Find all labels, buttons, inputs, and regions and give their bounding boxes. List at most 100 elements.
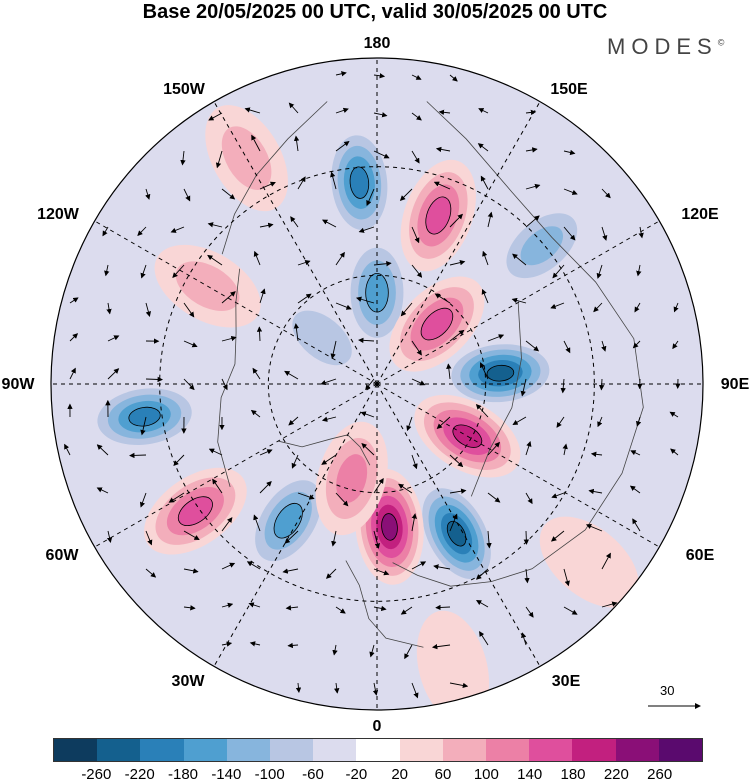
wind-arrow xyxy=(172,264,185,279)
wind-arrow xyxy=(486,530,492,549)
wind-arrow xyxy=(597,416,603,428)
wind-arrow xyxy=(585,523,603,532)
wind-arrow xyxy=(560,378,566,394)
wind-arrow xyxy=(411,340,422,356)
wind-arrow xyxy=(334,682,340,694)
polar-map xyxy=(50,57,704,711)
wind-arrow xyxy=(69,367,76,380)
wind-arrow xyxy=(107,335,120,342)
longitude-label: 30W xyxy=(171,673,205,690)
wind-arrow xyxy=(438,109,451,116)
wind-arrow xyxy=(449,488,467,494)
wind-arrow xyxy=(295,682,302,694)
longitude-label: 60W xyxy=(45,547,79,564)
wind-arrow xyxy=(248,602,261,608)
wind-arrow xyxy=(253,514,261,532)
wind-arrow xyxy=(672,340,679,350)
colorbar-swatch xyxy=(486,739,530,761)
longitude-label: 150E xyxy=(550,81,588,98)
wind-arrow xyxy=(630,450,641,456)
wind-arrow xyxy=(365,378,375,391)
wind-arrow xyxy=(525,183,541,190)
wind-arrow xyxy=(330,340,337,360)
wind-arrow xyxy=(291,454,299,469)
colorbar-swatch xyxy=(442,739,487,761)
wind-arrow xyxy=(449,74,458,82)
wind-arrow xyxy=(435,146,451,153)
wind-arrow xyxy=(170,226,185,233)
wind-arrow xyxy=(551,492,565,499)
anomaly-field xyxy=(86,105,639,710)
wind-arrow xyxy=(475,568,489,580)
wind-arrow xyxy=(356,296,375,304)
wind-arrow xyxy=(297,293,312,304)
wind-arrow xyxy=(322,219,337,228)
wind-arrow xyxy=(632,340,641,349)
positive-anomaly xyxy=(539,516,639,608)
wind-arrow xyxy=(562,443,568,456)
wind-arrow xyxy=(598,378,605,391)
wind-arrow xyxy=(297,259,311,266)
wind-arrow xyxy=(636,264,642,277)
wind-arrow xyxy=(511,297,527,304)
wind-arrow xyxy=(335,302,352,310)
wind-arrow xyxy=(449,513,458,532)
wind-arrow xyxy=(321,454,337,465)
colorbar-tick-label: -140 xyxy=(211,766,242,783)
longitude-label: 180 xyxy=(363,35,391,52)
colorbar-swatch xyxy=(572,739,616,761)
wind-arrow xyxy=(673,302,679,313)
wind-arrow xyxy=(106,302,112,315)
wind-arrow xyxy=(373,112,388,118)
wind-arrow xyxy=(373,150,390,159)
wind-arrow xyxy=(129,452,147,459)
wind-arrow xyxy=(446,363,452,380)
wind-arrow xyxy=(588,488,603,495)
wind-arrow xyxy=(331,530,337,547)
meridian xyxy=(213,101,378,385)
wind-arrow xyxy=(140,264,147,279)
wind-arrow xyxy=(475,600,489,608)
wind-arrow xyxy=(372,682,379,696)
colorbar-swatch xyxy=(183,739,227,761)
meridian xyxy=(376,383,541,667)
wind-arrow xyxy=(525,340,540,352)
wind-arrow xyxy=(221,378,228,391)
wind-arrow xyxy=(221,602,234,608)
wind-arrow xyxy=(436,416,451,430)
colorbar-tick-label: 260 xyxy=(647,766,673,783)
wind-arrow xyxy=(479,362,489,380)
colorbar-tick-label: 180 xyxy=(560,766,586,783)
wind-arrow xyxy=(411,378,426,386)
wind-arrow xyxy=(221,291,236,304)
wind-arrow xyxy=(373,568,390,576)
wind-arrow xyxy=(183,378,195,391)
wind-arrow xyxy=(552,264,565,279)
wind-arrow xyxy=(282,568,299,574)
meridian xyxy=(376,383,660,548)
coastline xyxy=(278,434,371,466)
wind-arrow xyxy=(212,478,223,494)
wind-arrow xyxy=(411,74,422,80)
wind-arrow xyxy=(183,568,199,574)
wind-arrow xyxy=(284,370,299,380)
wind-arrow xyxy=(636,416,642,427)
wind-arrow xyxy=(449,259,466,266)
wind-arrow xyxy=(478,108,489,114)
wind-arrow xyxy=(96,487,109,494)
negative-anomaly xyxy=(273,502,303,539)
wind-arrow xyxy=(525,109,537,116)
wind-arrow xyxy=(435,604,451,611)
colorbar-tick-label: -220 xyxy=(124,766,155,783)
wind-arrow xyxy=(369,644,375,658)
negative-anomaly xyxy=(486,364,515,382)
wind-arrow xyxy=(487,492,501,503)
wind-arrow xyxy=(373,530,380,549)
wind-arrow xyxy=(332,644,338,656)
colorbar xyxy=(53,738,703,762)
wind-arrow xyxy=(593,302,603,313)
wind-arrow xyxy=(246,561,261,570)
colorbar-swatch xyxy=(270,739,314,761)
wind-arrow xyxy=(563,568,570,587)
reference-vector-label: 30 xyxy=(660,683,675,698)
